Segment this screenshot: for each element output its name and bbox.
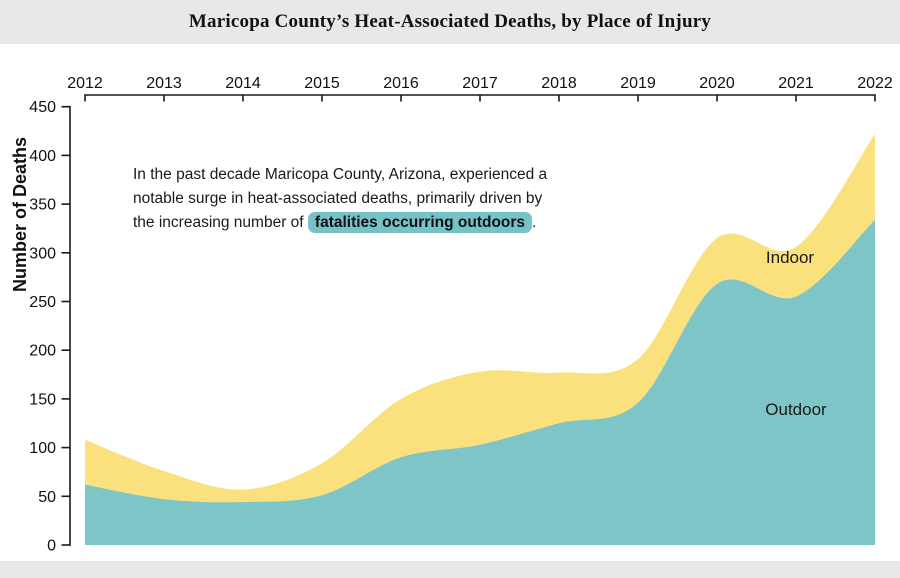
outdoor-area [85, 219, 875, 545]
annotation-text: In the past decade Maricopa County, Ariz… [133, 163, 673, 235]
outdoor-area-label: Outdoor [765, 400, 827, 419]
x-tick-label-2022: 2022 [857, 75, 893, 92]
footer-bar [0, 561, 900, 578]
annotation-line3-prefix: the increasing number of [133, 214, 308, 231]
x-tick-label-2014: 2014 [225, 75, 261, 92]
y-tick-label-100: 100 [29, 440, 56, 457]
x-tick-label-2012: 2012 [67, 75, 103, 92]
annotation-line1: In the past decade Maricopa County, Ariz… [133, 166, 548, 183]
chart-title: Maricopa County’s Heat-Associated Deaths… [188, 11, 712, 32]
y-tick-label-50: 50 [38, 489, 56, 506]
x-tick-label-2019: 2019 [620, 75, 656, 92]
x-tick-label-2021: 2021 [778, 75, 814, 92]
y-tick-label-450: 450 [29, 99, 56, 116]
y-tick-label-300: 300 [29, 245, 56, 262]
y-tick-label-400: 400 [29, 148, 56, 165]
x-tick-label-2013: 2013 [146, 75, 182, 92]
y-axis: 0 50 100 150 200 250 300 350 400 450 Number of Dea… [10, 99, 71, 555]
x-tick-label-2017: 2017 [462, 75, 498, 92]
y-tick-label-200: 200 [29, 343, 56, 360]
y-tick-label-0: 0 [47, 538, 56, 555]
indoor-area-label: Indoor [765, 248, 815, 267]
stacked-areas [85, 134, 875, 545]
x-tick-label-2018: 2018 [541, 75, 577, 92]
x-tick-label-2015: 2015 [304, 75, 340, 92]
annotation-line2: notable surge in heat-associated deaths,… [133, 190, 543, 207]
x-tick-label-2016: 2016 [383, 75, 419, 92]
annotation-line3-suffix: . [532, 214, 537, 231]
highlight-outdoors: fatalities occurring outdoors [307, 212, 533, 233]
y-tick-label-250: 250 [29, 294, 56, 311]
y-tick-label-350: 350 [29, 197, 56, 214]
x-axis-top: 2012 2013 2014 2015 2016 2017 2018 2019 2020 2021… [67, 75, 893, 102]
y-axis-title: Number of Deaths [10, 137, 30, 292]
x-tick-label-2020: 2020 [699, 75, 735, 92]
title-bar: Maricopa County’s Heat-Associated Deaths… [0, 0, 900, 44]
y-tick-label-150: 150 [29, 391, 56, 408]
